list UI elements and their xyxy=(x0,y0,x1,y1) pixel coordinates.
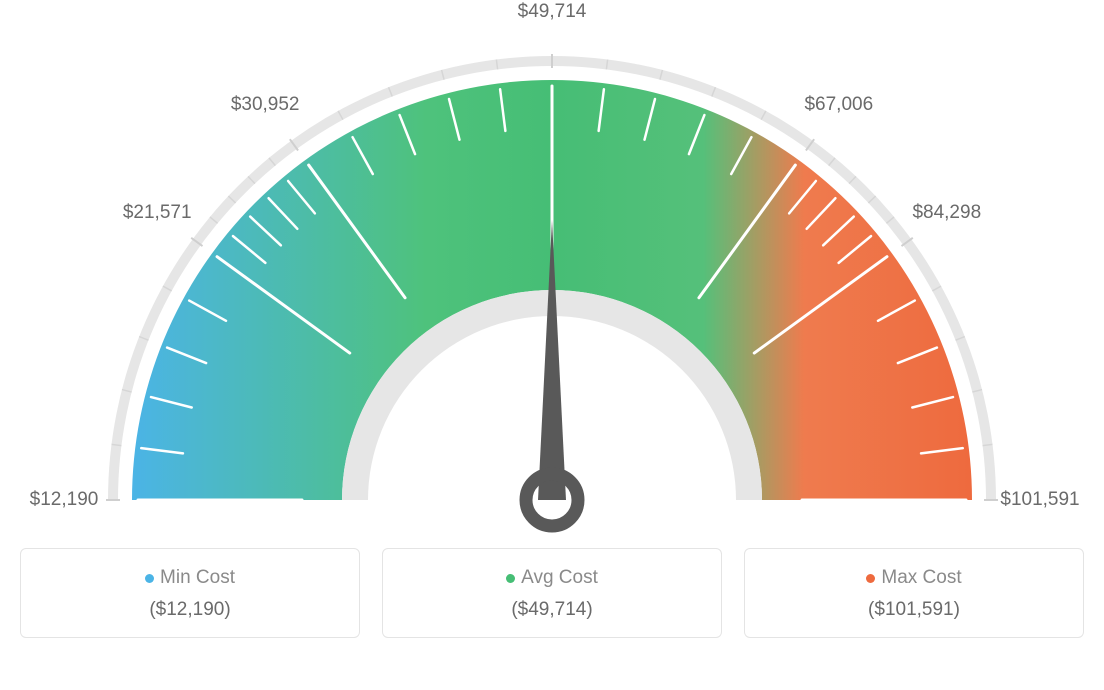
gauge-tick-label: $49,714 xyxy=(518,1,587,23)
legend-label: Avg Cost xyxy=(521,567,598,588)
gauge-tick-label: $84,298 xyxy=(912,202,981,224)
legend-value-max: ($101,591) xyxy=(745,599,1083,621)
dot-icon xyxy=(506,574,515,583)
legend-card-max: Max Cost ($101,591) xyxy=(744,548,1084,638)
legend-value-min: ($12,190) xyxy=(21,599,359,621)
dot-icon xyxy=(866,574,875,583)
gauge-svg xyxy=(20,20,1084,540)
gauge-tick-label: $30,952 xyxy=(231,94,300,116)
legend-label: Max Cost xyxy=(881,567,961,588)
legend-value-avg: ($49,714) xyxy=(383,599,721,621)
legend-row: Min Cost ($12,190) Avg Cost ($49,714) Ma… xyxy=(20,548,1084,638)
gauge-tick-label: $12,190 xyxy=(30,489,99,511)
gauge-tick-label: $21,571 xyxy=(123,202,192,224)
legend-card-min: Min Cost ($12,190) xyxy=(20,548,360,638)
gauge-tick-label: $101,591 xyxy=(1000,489,1079,511)
legend-title-min: Min Cost xyxy=(21,567,359,589)
legend-title-max: Max Cost xyxy=(745,567,1083,589)
legend-title-avg: Avg Cost xyxy=(383,567,721,589)
legend-card-avg: Avg Cost ($49,714) xyxy=(382,548,722,638)
legend-label: Min Cost xyxy=(160,567,235,588)
gauge-tick-label: $67,006 xyxy=(804,94,873,116)
dot-icon xyxy=(145,574,154,583)
cost-gauge-chart: $12,190$21,571$30,952$49,714$67,006$84,2… xyxy=(20,20,1084,540)
